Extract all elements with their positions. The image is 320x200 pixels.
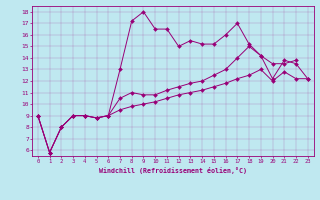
X-axis label: Windchill (Refroidissement éolien,°C): Windchill (Refroidissement éolien,°C)	[99, 167, 247, 174]
